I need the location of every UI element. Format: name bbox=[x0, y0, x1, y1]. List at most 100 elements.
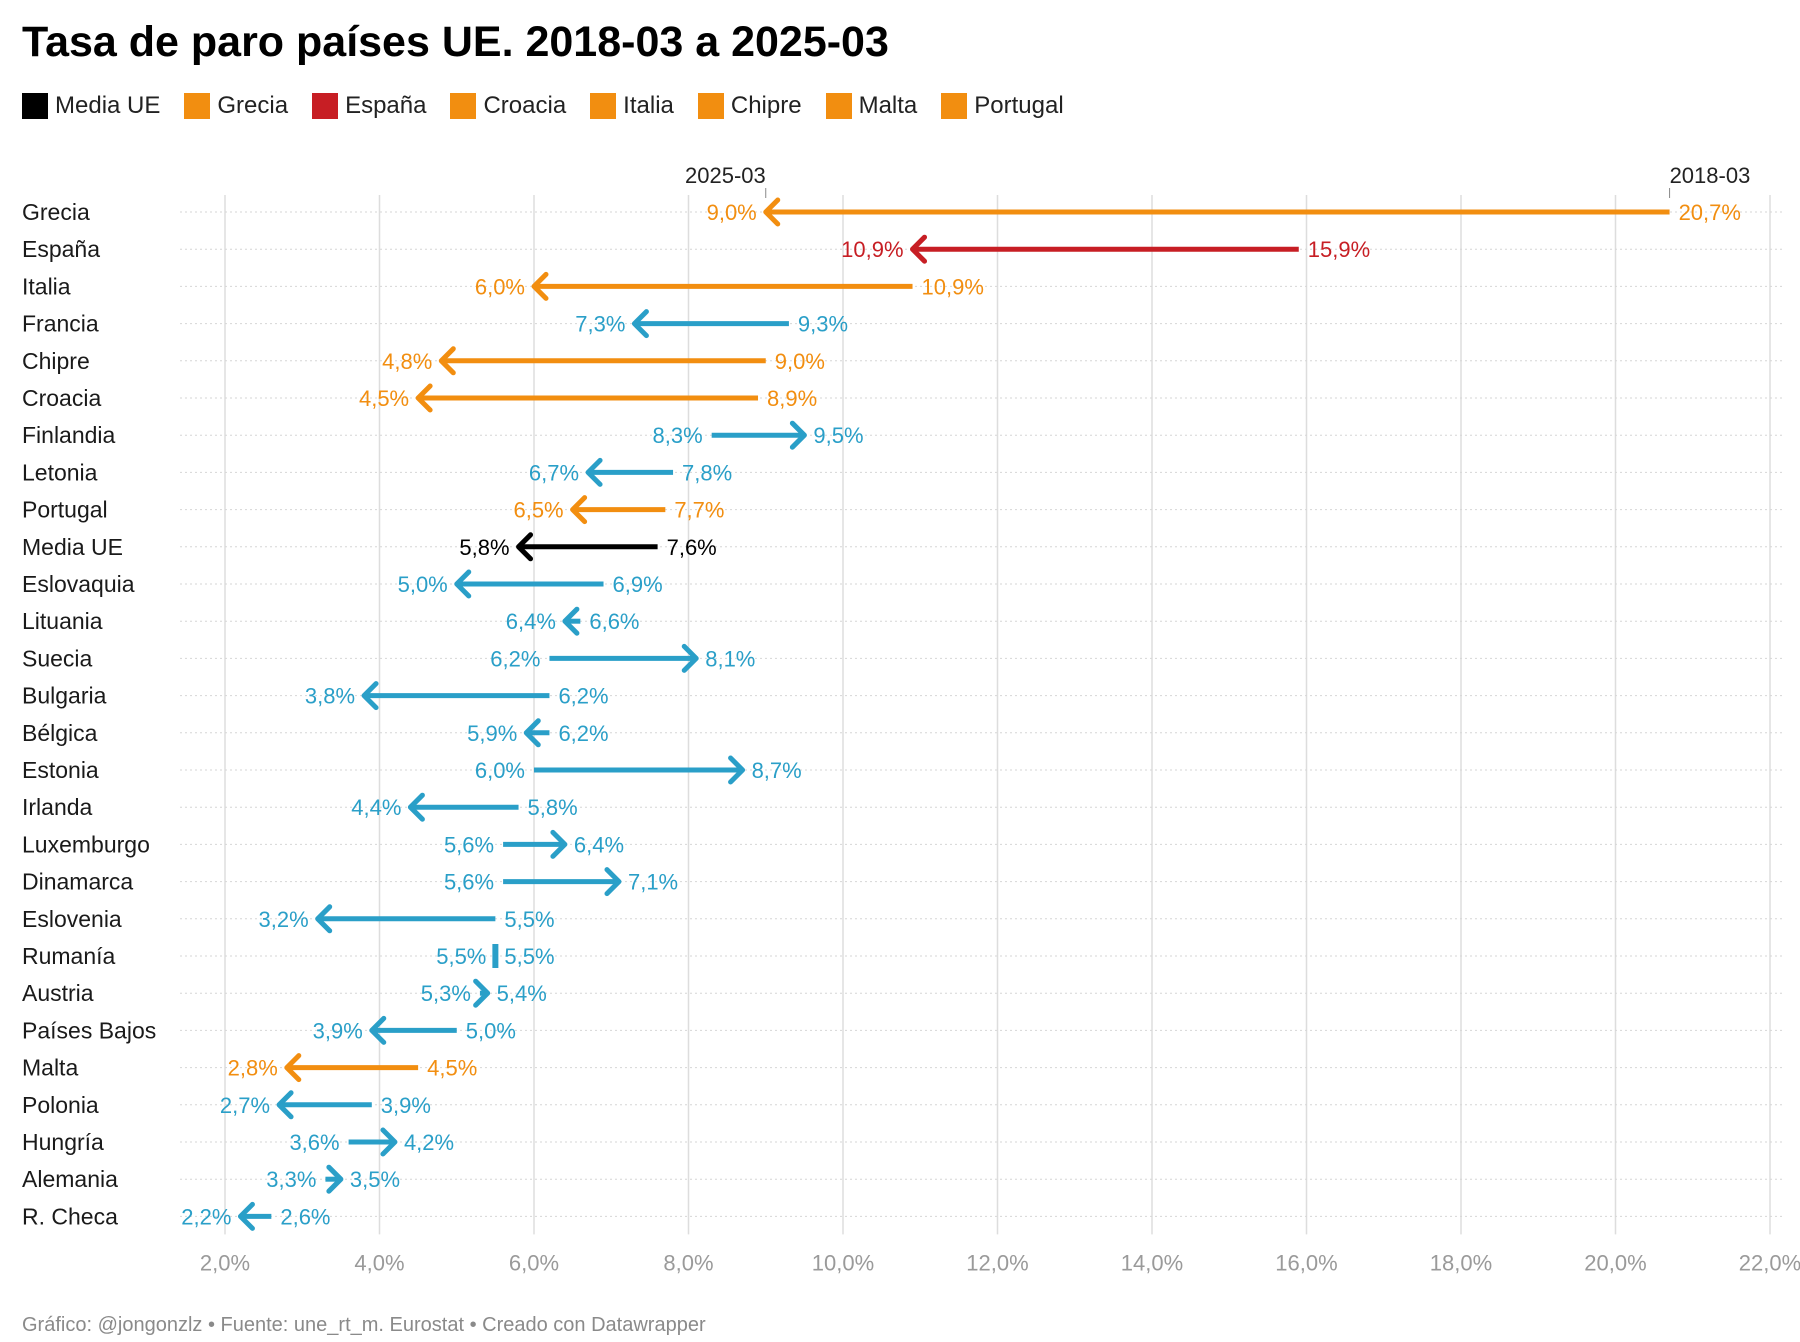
end-value-label: 3,5% bbox=[350, 1167, 400, 1192]
start-value-label: 6,6% bbox=[589, 609, 639, 634]
end-value-label: 2,7% bbox=[220, 1093, 270, 1118]
legend-label: Croacia bbox=[483, 92, 567, 119]
arrow-head bbox=[276, 1090, 294, 1120]
x-tick-label: 6,0% bbox=[509, 1250, 559, 1275]
arrow-head bbox=[326, 1164, 344, 1194]
legend-label: Grecia bbox=[217, 92, 289, 119]
end-value-label: 4,5% bbox=[359, 386, 409, 411]
x-tick-label: 20,0% bbox=[1584, 1250, 1646, 1275]
x-tick-label: 8,0% bbox=[663, 1250, 713, 1275]
start-value-label: 3,9% bbox=[381, 1093, 431, 1118]
end-value-label: 6,0% bbox=[475, 274, 525, 299]
start-value-label: 7,6% bbox=[667, 535, 717, 560]
legend-item: Portugal bbox=[941, 92, 1064, 120]
start-value-label: 3,3% bbox=[266, 1167, 316, 1192]
arrow-head bbox=[523, 718, 541, 748]
arrow-head bbox=[380, 1127, 398, 1157]
x-tick-label: 14,0% bbox=[1121, 1250, 1183, 1275]
legend-item: Chipre bbox=[697, 92, 802, 120]
arrow-head bbox=[585, 457, 603, 487]
arrow-head bbox=[763, 197, 781, 227]
legend-item: Italia bbox=[590, 92, 674, 120]
arrow-head bbox=[473, 978, 491, 1008]
end-value-label: 5,4% bbox=[497, 981, 547, 1006]
country-label: Estonia bbox=[22, 757, 99, 783]
end-value-label: 5,5% bbox=[436, 944, 486, 969]
country-label: Lituania bbox=[22, 608, 103, 634]
country-label: Alemania bbox=[22, 1166, 118, 1192]
end-value-label: 7,3% bbox=[575, 312, 625, 337]
x-tick-label: 2,0% bbox=[200, 1250, 250, 1275]
legend-label: España bbox=[345, 92, 427, 119]
x-tick-label: 22,0% bbox=[1739, 1250, 1800, 1275]
arrow-head bbox=[728, 755, 746, 785]
footer-separator-2: • bbox=[469, 1314, 477, 1336]
end-period-label: 2025-03 bbox=[685, 163, 766, 188]
x-tick-label: 4,0% bbox=[354, 1250, 404, 1275]
start-value-label: 7,7% bbox=[674, 498, 724, 523]
end-value-label: 4,4% bbox=[351, 795, 401, 820]
start-value-label: 4,5% bbox=[427, 1056, 477, 1081]
start-value-label: 6,2% bbox=[558, 684, 608, 709]
country-label: Eslovenia bbox=[22, 906, 122, 932]
start-value-label: 15,9% bbox=[1308, 237, 1370, 262]
legend-label: Italia bbox=[623, 92, 674, 119]
arrow-head bbox=[237, 1201, 255, 1231]
end-value-label: 5,0% bbox=[398, 572, 448, 597]
end-value-label: 4,2% bbox=[404, 1130, 454, 1155]
arrow-head bbox=[562, 606, 580, 636]
legend-swatch bbox=[941, 93, 968, 119]
arrow-head bbox=[910, 234, 928, 264]
start-value-label: 9,3% bbox=[798, 312, 848, 337]
footer: Gráfico: @jongonzlz • Fuente: une_rt_m. … bbox=[22, 1314, 706, 1337]
country-label: Eslovaquia bbox=[22, 571, 135, 597]
arrow-head bbox=[361, 681, 379, 711]
country-label: Rumanía bbox=[22, 943, 116, 969]
end-value-label: 2,8% bbox=[228, 1056, 278, 1081]
legend-swatch bbox=[590, 93, 617, 119]
start-value-label: 7,8% bbox=[682, 460, 732, 485]
country-label: Bélgica bbox=[22, 720, 98, 746]
footer-tool: Creado con Datawrapper bbox=[482, 1314, 706, 1336]
legend-label: Portugal bbox=[974, 92, 1064, 119]
start-value-label: 5,8% bbox=[528, 795, 578, 820]
country-label: R. Checa bbox=[22, 1203, 118, 1229]
legend-swatch bbox=[184, 93, 211, 119]
country-label: España bbox=[22, 236, 100, 262]
start-value-label: 6,0% bbox=[475, 758, 525, 783]
arrow-head bbox=[570, 495, 588, 525]
country-label: Italia bbox=[22, 273, 71, 299]
legend-item: Media UE bbox=[22, 92, 160, 120]
legend-item: España bbox=[312, 92, 426, 120]
end-value-label: 10,9% bbox=[841, 237, 903, 262]
legend-swatch bbox=[312, 93, 339, 119]
end-value-label: 4,8% bbox=[382, 349, 432, 374]
country-label: Finlandia bbox=[22, 422, 116, 448]
end-value-label: 2,2% bbox=[181, 1204, 231, 1229]
legend-item: Malta bbox=[825, 92, 917, 120]
arrow-head bbox=[454, 569, 472, 599]
end-value-label: 3,8% bbox=[305, 684, 355, 709]
x-tick-label: 12,0% bbox=[966, 1250, 1028, 1275]
start-value-label: 6,2% bbox=[490, 646, 540, 671]
start-value-label: 2,6% bbox=[280, 1204, 330, 1229]
arrow-head bbox=[407, 792, 425, 822]
end-value-label: 3,9% bbox=[313, 1018, 363, 1043]
legend-item: Grecia bbox=[184, 92, 288, 120]
country-label: Polonia bbox=[22, 1092, 99, 1118]
end-value-label: 6,4% bbox=[506, 609, 556, 634]
arrow-head bbox=[631, 309, 649, 339]
country-label: Media UE bbox=[22, 534, 123, 560]
country-label: Letonia bbox=[22, 459, 98, 485]
start-value-label: 5,0% bbox=[466, 1018, 516, 1043]
start-value-label: 20,7% bbox=[1679, 200, 1741, 225]
start-value-label: 8,9% bbox=[767, 386, 817, 411]
country-label: Chipre bbox=[22, 348, 90, 374]
legend-swatch bbox=[450, 93, 477, 119]
legend-label: Media UE bbox=[55, 92, 161, 119]
arrow-head bbox=[315, 904, 333, 934]
start-value-label: 6,9% bbox=[613, 572, 663, 597]
end-value-label: 6,7% bbox=[529, 460, 579, 485]
x-tick-label: 16,0% bbox=[1275, 1250, 1337, 1275]
start-period-label: 2018-03 bbox=[1670, 163, 1751, 188]
